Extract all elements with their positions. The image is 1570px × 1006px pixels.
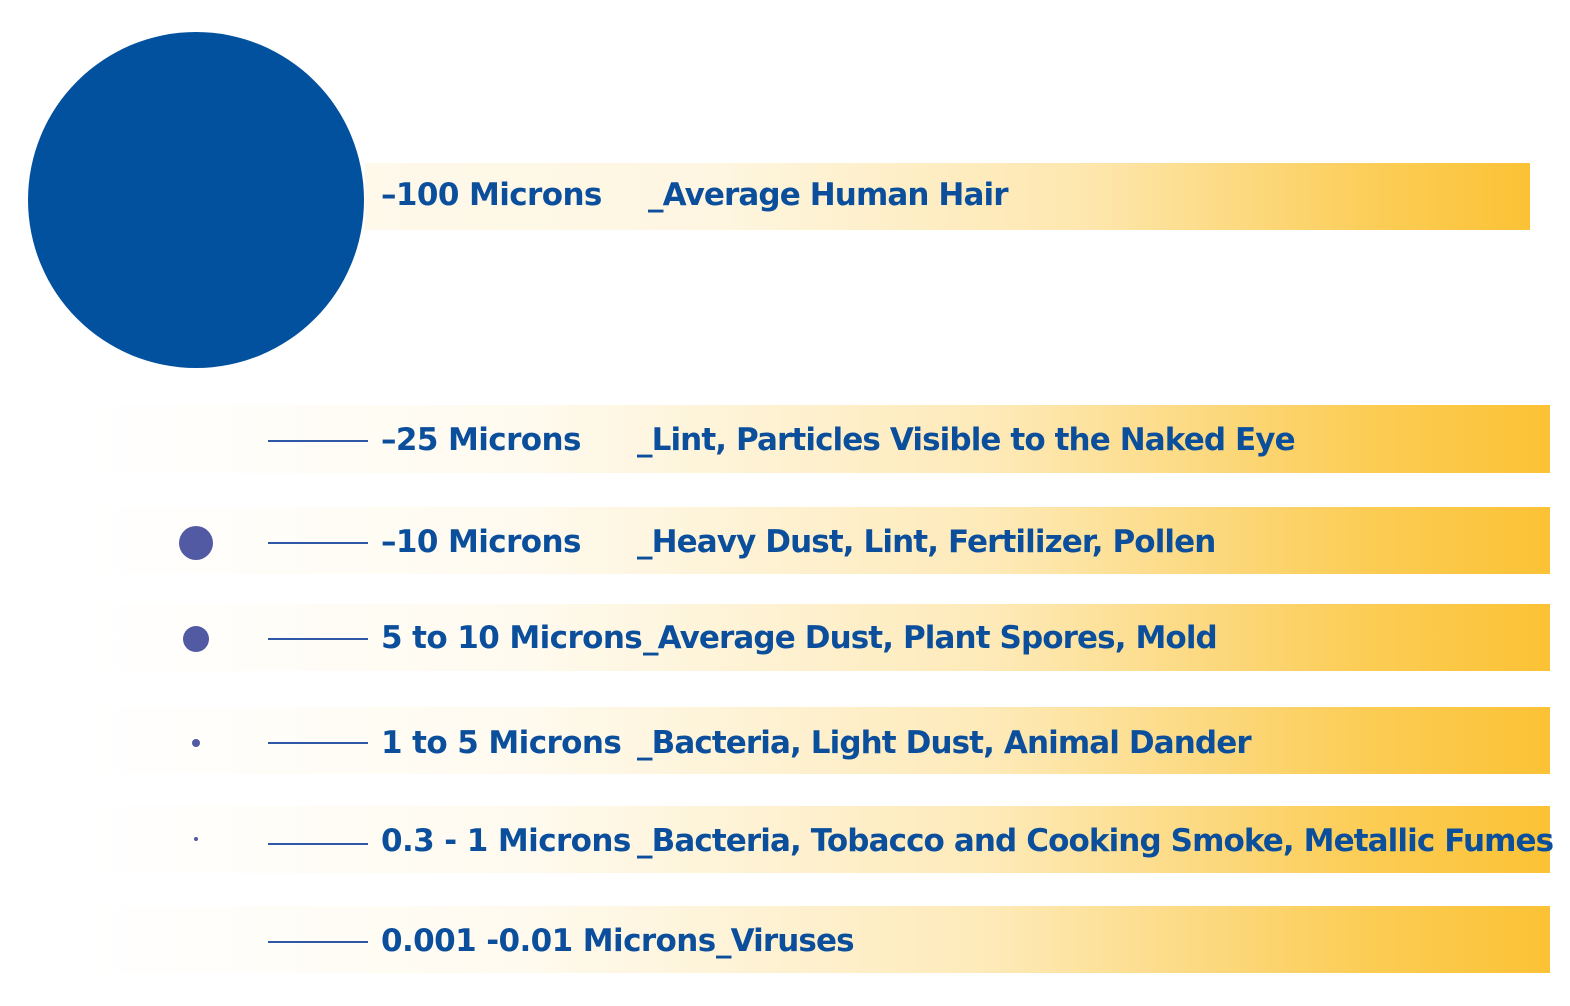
row-band-smoke-fumes — [80, 806, 1550, 873]
size-label-lint: –25 Microns — [381, 422, 581, 458]
row-band-hair — [365, 163, 1530, 230]
heavy-dust-particle-dot — [179, 526, 213, 560]
leader-line-average-dust — [268, 638, 368, 640]
description-label-smoke-fumes: _Bacteria, Tobacco and Cooking Smoke, Me… — [637, 823, 1554, 859]
leader-line-smoke-fumes — [268, 843, 368, 845]
average-dust-particle-dot — [183, 626, 209, 652]
description-label-viruses: _Viruses — [716, 923, 855, 959]
row-band-heavy-dust — [80, 507, 1550, 574]
description-label-hair: _Average Human Hair — [648, 177, 1009, 213]
light-dust-particle-dot — [192, 739, 200, 747]
size-label-smoke-fumes: 0.3 - 1 Microns — [381, 823, 631, 859]
row-band-lint — [80, 405, 1550, 473]
row-band-average-dust — [80, 604, 1550, 671]
size-label-viruses: 0.001 -0.01 Microns — [381, 923, 716, 959]
leader-line-bacteria-light-dust — [268, 742, 368, 744]
row-band-viruses — [80, 906, 1550, 973]
description-label-lint: _Lint, Particles Visible to the Naked Ey… — [637, 422, 1296, 458]
size-label-bacteria-light-dust: 1 to 5 Microns — [381, 725, 622, 761]
description-label-bacteria-light-dust: _Bacteria, Light Dust, Animal Dander — [637, 725, 1252, 761]
leader-line-heavy-dust — [268, 542, 368, 544]
row-band-bacteria-light-dust — [80, 707, 1550, 774]
size-label-heavy-dust: –10 Microns — [381, 524, 581, 560]
human-hair-circle — [28, 32, 364, 368]
description-label-heavy-dust: _Heavy Dust, Lint, Fertilizer, Pollen — [637, 524, 1216, 560]
leader-line-viruses — [268, 941, 368, 943]
leader-line-lint — [268, 440, 368, 442]
smoke-particle-dot — [194, 837, 198, 841]
description-label-average-dust: _Average Dust, Plant Spores, Mold — [643, 620, 1218, 656]
size-label-average-dust: 5 to 10 Microns — [381, 620, 643, 656]
size-label-hair: –100 Microns — [381, 177, 602, 213]
